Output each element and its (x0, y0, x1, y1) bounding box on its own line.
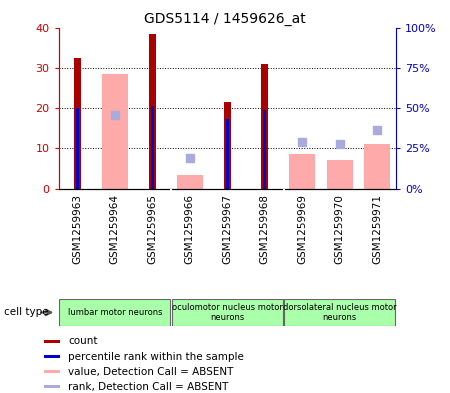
Text: GSM1259970: GSM1259970 (335, 194, 345, 264)
Text: GSM1259963: GSM1259963 (72, 194, 82, 264)
Bar (176, 174, 203, 189)
Text: GSM1259968: GSM1259968 (260, 194, 270, 264)
FancyBboxPatch shape (284, 299, 395, 326)
Text: count: count (68, 336, 98, 347)
Point (299, 139, 306, 145)
Text: GDS5114 / 1459626_at: GDS5114 / 1459626_at (144, 12, 306, 26)
Bar (102, 74, 128, 189)
Text: cell type: cell type (4, 307, 49, 318)
Text: value, Detection Call = ABSENT: value, Detection Call = ABSENT (68, 367, 234, 376)
Point (374, 127, 381, 133)
Bar (364, 144, 391, 189)
Point (111, 111, 118, 118)
Bar (76, 108, 79, 189)
Bar (224, 102, 230, 189)
Point (186, 155, 194, 161)
Bar (289, 154, 315, 189)
Text: percentile rank within the sample: percentile rank within the sample (68, 351, 244, 362)
FancyBboxPatch shape (59, 299, 170, 326)
Text: GSM1259964: GSM1259964 (110, 194, 120, 264)
Text: dorsolateral nucleus motor
neurons: dorsolateral nucleus motor neurons (283, 303, 396, 322)
Bar (74, 58, 81, 189)
Text: GSM1259967: GSM1259967 (222, 194, 232, 264)
Bar (44, 385, 60, 388)
Text: oculomotor nucleus motor
neurons: oculomotor nucleus motor neurons (172, 303, 283, 322)
Text: rank, Detection Call = ABSENT: rank, Detection Call = ABSENT (68, 382, 229, 392)
Text: GSM1259971: GSM1259971 (372, 194, 382, 264)
Bar (149, 33, 156, 189)
Bar (263, 110, 266, 189)
Bar (226, 119, 229, 189)
Text: GSM1259969: GSM1259969 (297, 194, 307, 264)
Bar (327, 160, 353, 189)
Point (336, 141, 343, 147)
Bar (261, 64, 268, 189)
Bar (44, 355, 60, 358)
Text: GSM1259965: GSM1259965 (147, 194, 157, 264)
Bar (44, 370, 60, 373)
Text: lumbar motor neurons: lumbar motor neurons (68, 308, 162, 317)
Text: GSM1259966: GSM1259966 (185, 194, 195, 264)
FancyBboxPatch shape (172, 299, 283, 326)
Bar (44, 340, 60, 343)
Bar (151, 107, 154, 189)
